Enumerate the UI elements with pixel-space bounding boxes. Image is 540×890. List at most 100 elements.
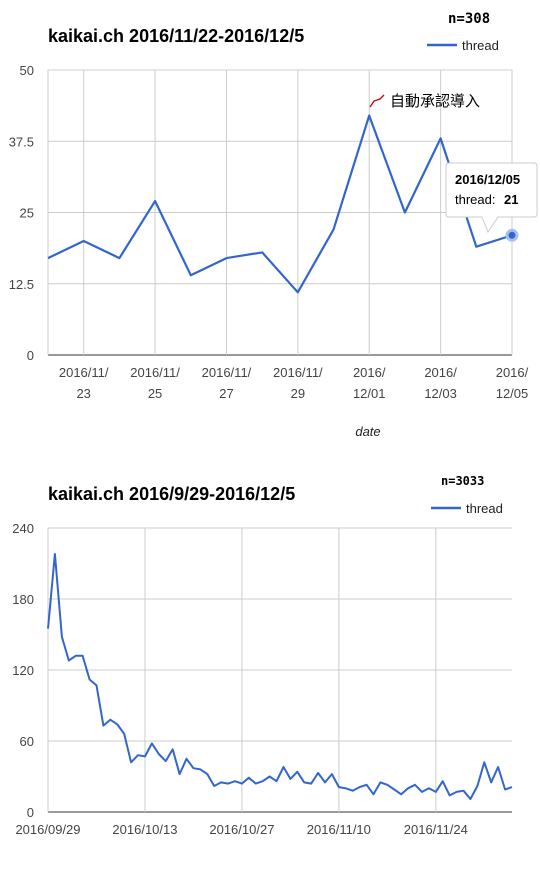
- chart-2-point[interactable]: [46, 627, 50, 631]
- chart-2-point[interactable]: [88, 677, 92, 681]
- chart-2-point[interactable]: [302, 780, 306, 784]
- chart-2-point[interactable]: [496, 765, 500, 769]
- chart-2-point[interactable]: [482, 760, 486, 764]
- chart-2-point[interactable]: [101, 724, 105, 728]
- chart-2-point[interactable]: [261, 779, 265, 783]
- chart-2-point[interactable]: [316, 771, 320, 775]
- chart-2-point[interactable]: [385, 783, 389, 787]
- chart-2-point[interactable]: [413, 783, 417, 787]
- chart-1-legend-label: thread: [462, 38, 499, 53]
- chart-2-point[interactable]: [455, 790, 459, 794]
- chart-2-point[interactable]: [489, 780, 493, 784]
- chart-2-point[interactable]: [226, 782, 230, 786]
- chart-2-point[interactable]: [323, 780, 327, 784]
- chart-2-title: kaikai.ch 2016/9/29-2016/12/5: [48, 484, 295, 504]
- chart-2-point[interactable]: [67, 659, 71, 663]
- chart-2-point[interactable]: [503, 788, 507, 792]
- chart-2-point[interactable]: [143, 754, 147, 758]
- chart-1-point[interactable]: [116, 255, 122, 261]
- chart-2-point[interactable]: [378, 780, 382, 784]
- chart-2-point[interactable]: [53, 552, 57, 556]
- chart-1-point[interactable]: [331, 227, 337, 233]
- chart-1-point[interactable]: [188, 272, 194, 278]
- chart-2-point[interactable]: [406, 786, 410, 790]
- chart-2-y-tick-label: 60: [20, 734, 34, 749]
- chart-2-point[interactable]: [212, 784, 216, 788]
- chart-2-point[interactable]: [171, 747, 175, 751]
- chart-2-point[interactable]: [420, 790, 424, 794]
- chart-2-series-thread-line[interactable]: [47, 553, 513, 800]
- chart-2-point[interactable]: [122, 732, 126, 736]
- chart-2-point[interactable]: [178, 772, 182, 776]
- chart-1-point[interactable]: [402, 210, 408, 216]
- chart-2-point[interactable]: [281, 765, 285, 769]
- chart-2-point[interactable]: [254, 782, 258, 786]
- chart-2-point[interactable]: [462, 789, 466, 793]
- chart-2-point[interactable]: [268, 775, 272, 779]
- chart-2-point[interactable]: [392, 788, 396, 792]
- chart-2-point[interactable]: [94, 683, 98, 687]
- chart-2-point[interactable]: [136, 753, 140, 757]
- chart-2-point[interactable]: [358, 785, 362, 789]
- chart-2-point[interactable]: [191, 766, 195, 770]
- chart-2-point[interactable]: [233, 779, 237, 783]
- chart-1-x-tick-label: 23: [76, 386, 90, 401]
- chart-1-point[interactable]: [223, 255, 229, 261]
- chart-2-point[interactable]: [164, 759, 168, 763]
- chart-1-series-thread-line[interactable]: [47, 114, 513, 294]
- chart-2-point[interactable]: [475, 784, 479, 788]
- chart-1-point[interactable]: [366, 113, 372, 119]
- chart-2-point[interactable]: [205, 772, 209, 776]
- chart-1-point[interactable]: [473, 244, 479, 250]
- chart-2-point[interactable]: [129, 760, 133, 764]
- chart-2-point[interactable]: [288, 777, 292, 781]
- chart-1-point[interactable]: [152, 198, 158, 204]
- chart-2-point[interactable]: [371, 792, 375, 796]
- chart-2-point[interactable]: [60, 635, 64, 639]
- chart-2-point[interactable]: [365, 783, 369, 787]
- chart-1-point[interactable]: [45, 255, 51, 261]
- chart-2-point[interactable]: [275, 779, 279, 783]
- chart-1-point[interactable]: [81, 238, 87, 244]
- chart-1-legend[interactable]: thread: [427, 38, 499, 53]
- chart-2-point[interactable]: [309, 782, 313, 786]
- chart-2-point[interactable]: [434, 790, 438, 794]
- chart-2-point[interactable]: [468, 797, 472, 801]
- chart-2-y-axis: 0 60 120 180 240: [12, 521, 34, 820]
- chart-2-point[interactable]: [81, 654, 85, 658]
- chart-1-y-tick-label: 25: [20, 206, 34, 221]
- chart-2-point[interactable]: [240, 782, 244, 786]
- chart-2-point[interactable]: [115, 722, 119, 726]
- chart-2-point[interactable]: [108, 718, 112, 722]
- chart-2-point[interactable]: [337, 785, 341, 789]
- chart-2-point[interactable]: [448, 793, 452, 797]
- chart-2-point[interactable]: [427, 786, 431, 790]
- chart-1-x-tick-label: 2016/11/: [202, 365, 252, 380]
- chart-2-point[interactable]: [399, 792, 403, 796]
- chart-1-point[interactable]: [259, 249, 265, 255]
- chart-2-point[interactable]: [510, 785, 514, 789]
- chart-1-point-highlighted[interactable]: [505, 228, 519, 242]
- chart-2-point[interactable]: [74, 654, 78, 658]
- chart-1-x-tick-label: 12/03: [424, 386, 457, 401]
- chart-1-point[interactable]: [438, 135, 444, 141]
- chart-2-point[interactable]: [150, 741, 154, 745]
- chart-2-point[interactable]: [198, 767, 202, 771]
- chart-2-point[interactable]: [351, 789, 355, 793]
- chart-2-point[interactable]: [344, 786, 348, 790]
- chart-1-x-tick-label: 25: [148, 386, 162, 401]
- chart-2-point[interactable]: [295, 770, 299, 774]
- chart-1-point[interactable]: [295, 289, 301, 295]
- chart-2-point[interactable]: [247, 776, 251, 780]
- chart-2-n-label: n=3033: [441, 474, 484, 488]
- chart-1-x-tick-label: 27: [219, 386, 233, 401]
- chart-2-point[interactable]: [330, 772, 334, 776]
- chart-2-point[interactable]: [441, 779, 445, 783]
- chart-2-point[interactable]: [185, 757, 189, 761]
- chart-2-point[interactable]: [219, 780, 223, 784]
- chart-1-x-tick-label: 2016/: [496, 365, 529, 380]
- chart-1-y-tick-label: 12.5: [9, 277, 34, 292]
- chart-2-legend[interactable]: thread: [431, 501, 503, 516]
- chart-2-point[interactable]: [157, 752, 161, 756]
